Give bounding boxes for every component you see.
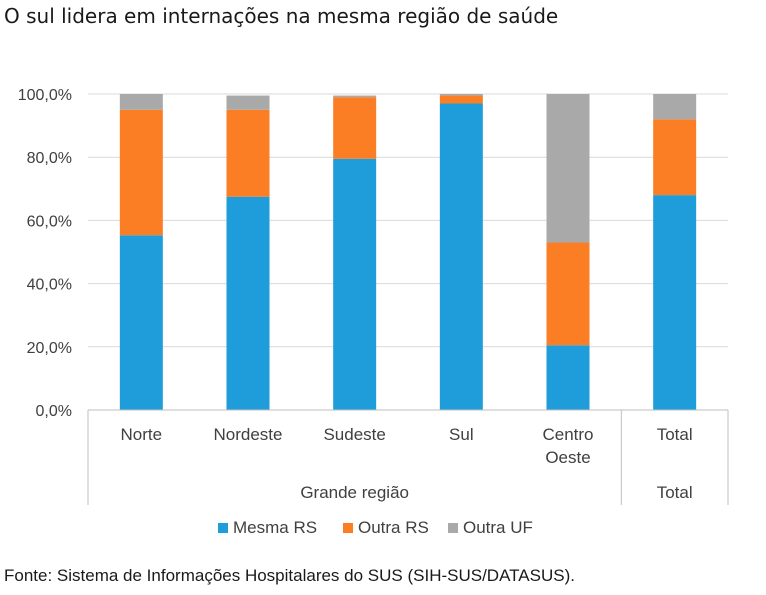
x-category-label: Sudeste	[323, 425, 385, 444]
bar-segment	[653, 119, 697, 196]
x-category-label: Oeste	[545, 448, 590, 467]
bar-segment	[546, 242, 590, 346]
x-category-label: Sul	[449, 425, 474, 444]
bar-segment	[333, 158, 377, 410]
bar-segment	[546, 94, 590, 243]
group-label: Grande região	[300, 483, 409, 502]
legend-swatch	[343, 523, 353, 533]
bar-segment	[226, 95, 270, 110]
bar-segment	[439, 94, 483, 96]
bar-segment	[333, 97, 377, 159]
bar-segment	[439, 95, 483, 104]
legend-label: Outra UF	[463, 518, 533, 537]
source-note: Fonte: Sistema de Informações Hospitalar…	[4, 566, 575, 585]
x-category-label: Norte	[121, 425, 163, 444]
legend-label: Mesma RS	[233, 518, 317, 537]
y-tick-label: 40,0%	[27, 277, 72, 294]
bar-segment	[333, 95, 377, 98]
y-tick-label: 0,0%	[36, 403, 72, 420]
x-category-label: Centro	[542, 425, 593, 444]
bar-segment	[653, 94, 697, 120]
bar-segment	[119, 109, 163, 236]
bar-segment	[226, 196, 270, 410]
legend-swatch	[218, 523, 228, 533]
stacked-bar-chart: 0,0% 20,0% 40,0% 60,0% 80,0% 100,0% Norte Norde…	[18, 87, 729, 537]
bar-segment	[226, 109, 270, 197]
x-category-label: Nordeste	[214, 425, 283, 444]
y-tick-label: 80,0%	[27, 150, 72, 167]
legend-swatch	[448, 523, 458, 533]
y-tick-label: 100,0%	[18, 87, 72, 104]
legend-label: Outra RS	[358, 518, 429, 537]
bar-segment	[653, 195, 697, 410]
bar-segment	[119, 94, 163, 110]
y-tick-label: 60,0%	[27, 213, 72, 230]
bar-segment	[546, 345, 590, 410]
chart-title: O sul lidera em internações na mesma reg…	[4, 4, 559, 28]
y-tick-label: 20,0%	[27, 340, 72, 357]
group-label: Total	[657, 483, 693, 502]
bar-segment	[119, 235, 163, 410]
bar-segment	[439, 103, 483, 410]
x-category-label: Total	[657, 425, 693, 444]
